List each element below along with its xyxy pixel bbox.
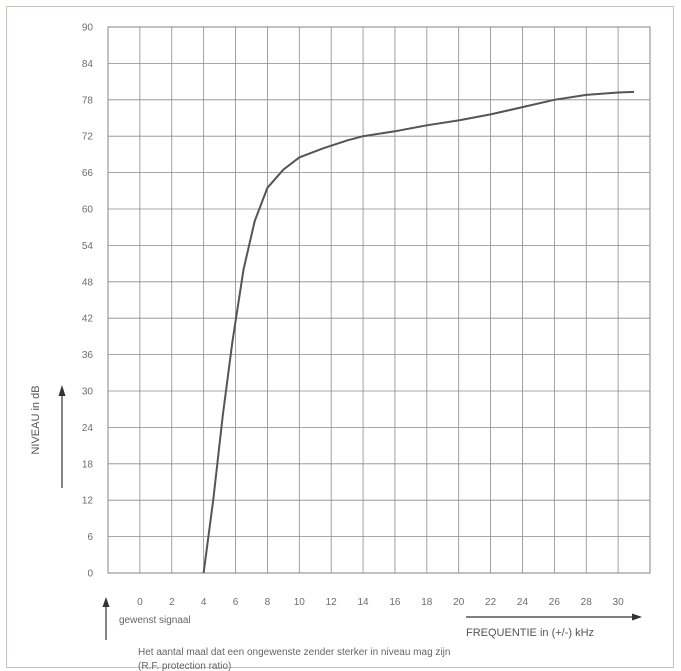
series-line bbox=[202, 90, 635, 574]
x-tick-label: 26 bbox=[549, 597, 561, 608]
x-tick-label: 6 bbox=[233, 597, 239, 608]
y-tick-label: 90 bbox=[82, 23, 94, 34]
y-tick-labels: 0 6 12 18 24 30 36 42 48 54 60 66 72 78 84 90 bbox=[82, 23, 94, 580]
x-tick-label: 20 bbox=[453, 597, 465, 608]
x-tick-label: 16 bbox=[389, 597, 401, 608]
y-tick-label: 48 bbox=[82, 277, 94, 288]
y-tick-label: 66 bbox=[82, 168, 94, 179]
x-tick-label: 18 bbox=[421, 597, 433, 608]
y-tick-label: 12 bbox=[82, 496, 94, 507]
x-origin-arrow-head bbox=[102, 597, 110, 607]
y-tick-label: 60 bbox=[82, 205, 94, 216]
y-tick-label: 0 bbox=[87, 569, 93, 580]
plot-border bbox=[107, 26, 651, 574]
x-tick-label: 2 bbox=[169, 597, 175, 608]
grid bbox=[107, 26, 651, 574]
y-tick-label: 54 bbox=[82, 241, 94, 252]
x-tick-label: 10 bbox=[294, 597, 306, 608]
x-tick-label: 24 bbox=[517, 597, 529, 608]
y-tick-label: 24 bbox=[82, 423, 94, 434]
y-tick-label: 6 bbox=[87, 532, 93, 543]
chart-frame bbox=[6, 6, 674, 668]
x-origin-note: gewenst signaal bbox=[119, 615, 191, 626]
y-tick-label: 18 bbox=[82, 459, 94, 470]
x-axis-arrow-head bbox=[632, 613, 642, 621]
x-tick-label: 8 bbox=[265, 597, 271, 608]
x-tick-label: 14 bbox=[357, 597, 369, 608]
x-tick-label: 28 bbox=[581, 597, 593, 608]
caption-line-1: Het aantal maal dat een ongewenste zende… bbox=[138, 647, 450, 658]
y-tick-label: 42 bbox=[82, 314, 94, 325]
x-tick-label: 0 bbox=[137, 597, 143, 608]
x-tick-label: 22 bbox=[485, 597, 497, 608]
y-tick-label: 72 bbox=[82, 132, 94, 143]
y-tick-label: 84 bbox=[82, 59, 94, 70]
y-tick-label: 30 bbox=[82, 387, 94, 398]
y-axis-arrow-head bbox=[58, 385, 66, 396]
x-axis-label: FREQUENTIE in (+/-) kHz bbox=[466, 627, 594, 639]
x-tick-label: 4 bbox=[201, 597, 207, 608]
caption-line-2: (R.F. protection ratio) bbox=[138, 661, 231, 671]
y-tick-label: 36 bbox=[82, 350, 94, 361]
x-tick-label: 30 bbox=[613, 597, 625, 608]
y-tick-label: 78 bbox=[82, 95, 94, 106]
x-tick-label: 12 bbox=[326, 597, 338, 608]
x-tick-labels: 0 2 4 6 8 10 12 14 16 18 20 22 24 26 28 30 bbox=[137, 597, 624, 608]
y-axis-label: NIVEAU in dB bbox=[30, 385, 42, 454]
